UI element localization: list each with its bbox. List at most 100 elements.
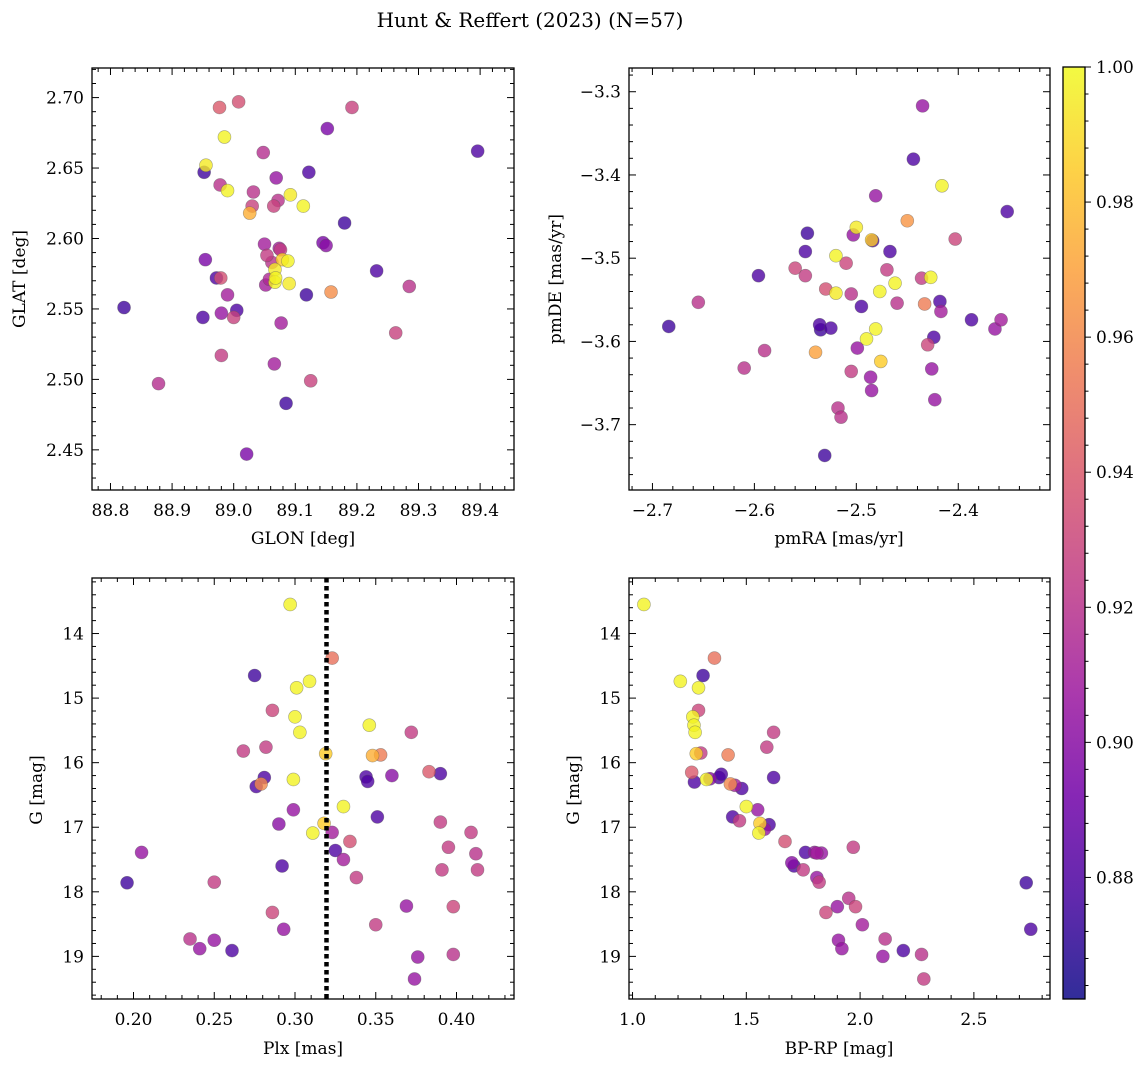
data-point bbox=[464, 825, 478, 840]
data-point bbox=[302, 674, 317, 689]
data-point bbox=[923, 270, 938, 285]
colorbar: 0.88 0.90 0.92 0.94 0.96 0.98 1.00 bbox=[1062, 58, 1134, 1000]
ticks bbox=[92, 68, 514, 490]
data-point bbox=[888, 276, 902, 290]
y-tick-label: 2.45 bbox=[46, 441, 84, 461]
data-point bbox=[878, 932, 892, 946]
data-point bbox=[289, 680, 304, 695]
data-point bbox=[293, 725, 307, 740]
data-point bbox=[349, 870, 364, 885]
data-point bbox=[673, 674, 688, 689]
data-point bbox=[404, 725, 419, 740]
y-tick-label: −3.7 bbox=[580, 416, 621, 436]
data-point bbox=[435, 863, 449, 877]
data-point bbox=[661, 319, 676, 334]
ticks bbox=[92, 578, 514, 999]
data-point bbox=[388, 326, 403, 340]
colorbar-gradient bbox=[1062, 66, 1086, 1000]
x-tick-label: 88.8 bbox=[92, 501, 130, 521]
data-point bbox=[120, 875, 134, 890]
x-tick-label: 2.5 bbox=[960, 1010, 987, 1030]
data-point bbox=[637, 597, 651, 612]
data-point bbox=[844, 287, 859, 301]
data-point bbox=[691, 295, 706, 310]
axes-frame bbox=[91, 577, 515, 1000]
x-axis-label: GLON [deg] bbox=[251, 529, 355, 549]
data-point bbox=[196, 310, 210, 325]
panel-pmra-pmde: pmRA [mas/yr] pmDE [mas/yr] −2.7 −2.6 −2.5… bbox=[546, 67, 1051, 549]
data-point bbox=[920, 337, 935, 352]
data-point bbox=[433, 766, 448, 781]
y-tick-label: 19 bbox=[599, 947, 621, 967]
data-point bbox=[819, 905, 833, 920]
data-point bbox=[948, 232, 963, 246]
data-point bbox=[217, 130, 232, 144]
data-point bbox=[274, 316, 288, 330]
data-point bbox=[288, 710, 302, 724]
data-point bbox=[272, 817, 286, 831]
x-tick-label: 0.35 bbox=[357, 1010, 395, 1030]
y-axis-label: G [mag] bbox=[27, 755, 47, 824]
data-point bbox=[446, 899, 461, 914]
data-point bbox=[225, 943, 239, 958]
data-point bbox=[757, 343, 772, 358]
data-point bbox=[269, 171, 284, 185]
data-point bbox=[207, 933, 222, 948]
data-point bbox=[829, 286, 843, 300]
data-point bbox=[254, 777, 268, 791]
data-point bbox=[469, 846, 483, 861]
data-point bbox=[788, 261, 802, 275]
data-point bbox=[1019, 875, 1034, 890]
panel-glon-glat: GLON [deg] GLAT [deg] 88.8 88.9 89.0 89.1 89… bbox=[10, 67, 515, 549]
data-point bbox=[422, 764, 436, 779]
data-point bbox=[924, 362, 939, 376]
data-point bbox=[830, 899, 845, 914]
data-point bbox=[868, 188, 883, 203]
data-point bbox=[917, 972, 931, 986]
colorbar-tick-label: 0.96 bbox=[1096, 328, 1134, 348]
data-point bbox=[207, 875, 222, 889]
data-point bbox=[796, 863, 811, 877]
y-tick-label: 2.65 bbox=[46, 159, 84, 179]
data-point bbox=[812, 875, 826, 889]
data-point bbox=[835, 941, 849, 956]
data-point bbox=[256, 145, 271, 160]
data-point bbox=[766, 725, 781, 740]
data-point bbox=[370, 810, 385, 824]
data-point bbox=[231, 95, 246, 109]
data-point bbox=[259, 740, 273, 754]
data-point bbox=[883, 244, 897, 259]
x-tick-label: −2.5 bbox=[836, 501, 877, 521]
x-tick-label: 2.0 bbox=[847, 1010, 874, 1030]
y-tick-label: 15 bbox=[62, 689, 84, 709]
data-point bbox=[785, 855, 799, 870]
data-point bbox=[778, 834, 792, 849]
data-point bbox=[183, 932, 197, 946]
data-point bbox=[286, 772, 301, 787]
data-point bbox=[282, 276, 296, 291]
data-point bbox=[319, 238, 333, 253]
data-point bbox=[362, 718, 377, 733]
data-point bbox=[896, 943, 911, 958]
data-point bbox=[876, 949, 890, 964]
data-point bbox=[266, 199, 281, 213]
x-tick-label: 0.20 bbox=[115, 1010, 153, 1030]
colorbar-tick-label: 0.94 bbox=[1096, 463, 1134, 483]
data-point bbox=[199, 158, 213, 173]
data-point bbox=[267, 357, 282, 371]
data-point bbox=[935, 178, 949, 193]
colorbar-tick-label: 0.90 bbox=[1096, 733, 1134, 753]
x-tick-label: 1.0 bbox=[619, 1010, 646, 1030]
x-axis-label: Plx [mas] bbox=[263, 1039, 343, 1059]
data-point bbox=[864, 233, 879, 247]
data-point bbox=[399, 899, 414, 913]
data-point bbox=[446, 947, 461, 962]
data-point bbox=[707, 651, 722, 665]
y-tick-label: 2.55 bbox=[46, 300, 84, 320]
data-point bbox=[402, 279, 417, 294]
data-point bbox=[214, 348, 229, 363]
data-point bbox=[689, 746, 704, 761]
panel-bprp-g: BP-RP [mag] G [mag] 1.0 1.5 2.0 2.5 14 15 16 17… bbox=[564, 577, 1051, 1059]
data-point bbox=[279, 396, 293, 411]
data-point bbox=[798, 268, 813, 283]
